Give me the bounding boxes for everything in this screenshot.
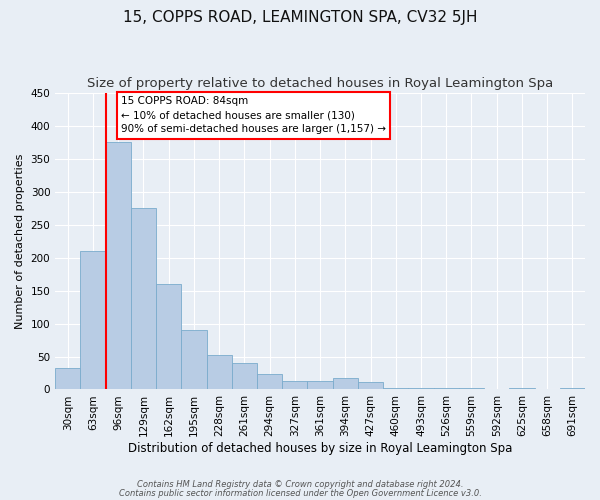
Bar (282, 381, 307, 390)
Bar (332, 378, 358, 390)
Bar (434, 388, 459, 390)
Bar (409, 388, 434, 390)
Bar (181, 330, 206, 390)
X-axis label: Distribution of detached houses by size in Royal Leamington Spa: Distribution of detached houses by size … (128, 442, 512, 455)
Bar (257, 374, 282, 390)
Text: 15, COPPS ROAD, LEAMINGTON SPA, CV32 5JH: 15, COPPS ROAD, LEAMINGTON SPA, CV32 5JH (123, 10, 477, 25)
Bar (307, 381, 332, 390)
Text: 15 COPPS ROAD: 84sqm
← 10% of detached houses are smaller (130)
90% of semi-deta: 15 COPPS ROAD: 84sqm ← 10% of detached h… (121, 96, 386, 134)
Text: Contains public sector information licensed under the Open Government Licence v3: Contains public sector information licen… (119, 488, 481, 498)
Bar (106, 142, 131, 390)
Text: Contains HM Land Registry data © Crown copyright and database right 2024.: Contains HM Land Registry data © Crown c… (137, 480, 463, 489)
Bar (131, 208, 156, 390)
Bar (509, 388, 535, 390)
Y-axis label: Number of detached properties: Number of detached properties (15, 154, 25, 329)
Bar (80, 251, 106, 390)
Bar (206, 355, 232, 390)
Bar (383, 388, 409, 390)
Title: Size of property relative to detached houses in Royal Leamington Spa: Size of property relative to detached ho… (87, 78, 553, 90)
Bar (55, 368, 80, 390)
Bar (358, 382, 383, 390)
Bar (156, 284, 181, 390)
Bar (459, 388, 484, 390)
Bar (560, 388, 585, 390)
Bar (232, 363, 257, 390)
